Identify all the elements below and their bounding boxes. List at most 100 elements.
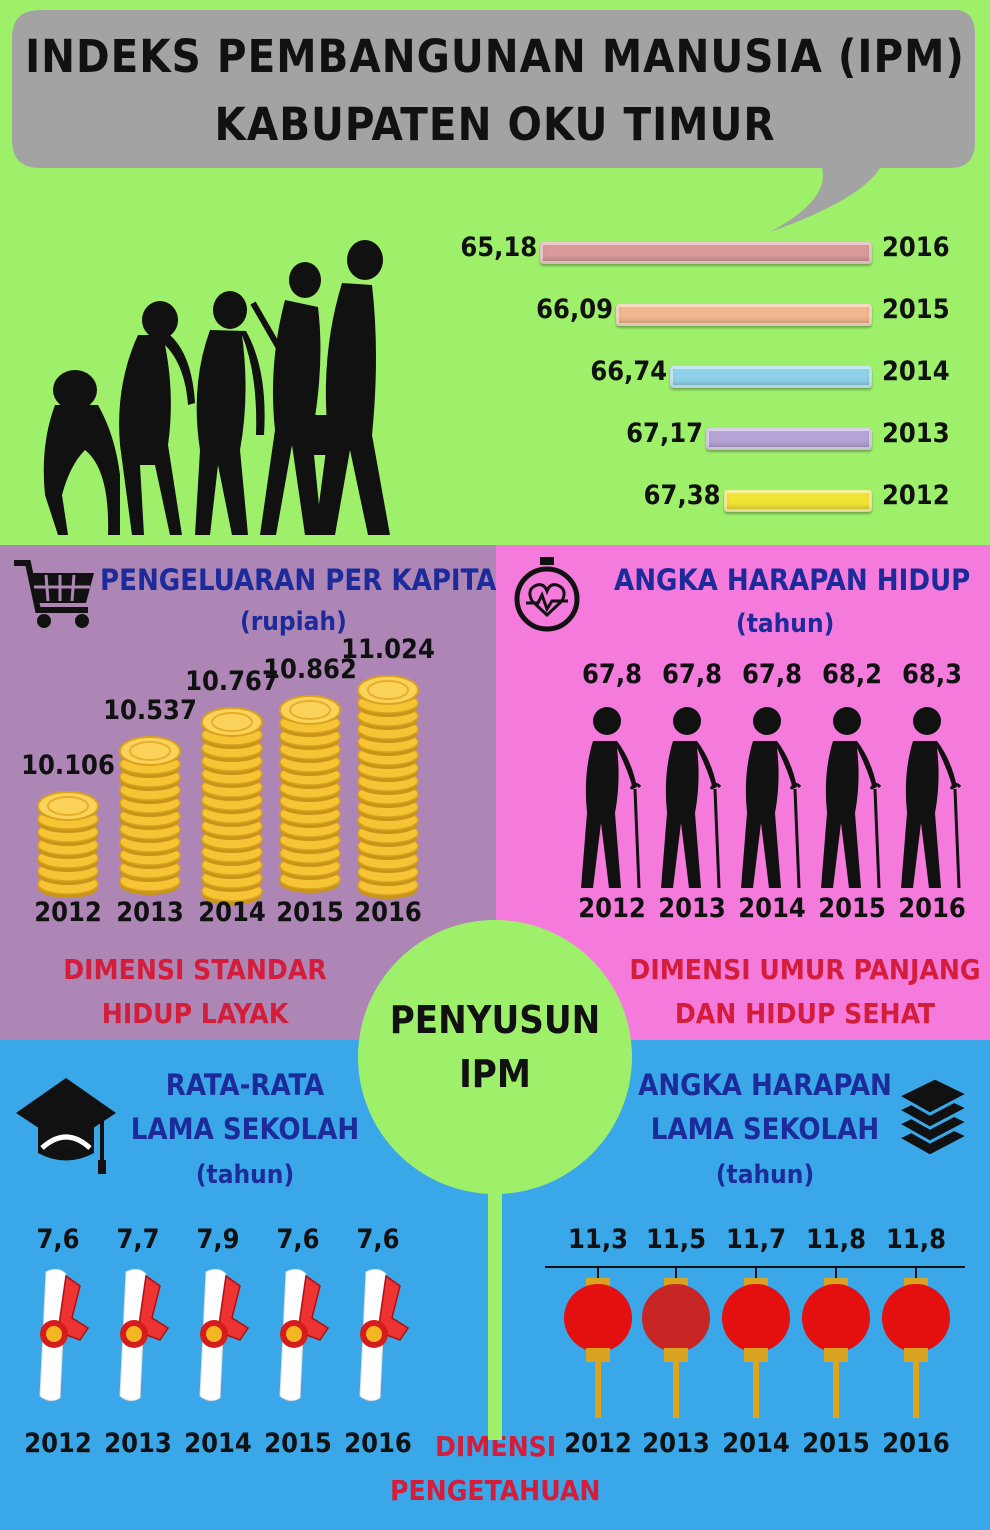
expected-school-unit: (tahun) (715, 1160, 815, 1190)
lantern-string (545, 1266, 965, 1268)
spending-year: 2014 (198, 897, 266, 928)
avg-school-value: 7,6 (356, 1224, 400, 1255)
spending-value: 10.537 (103, 695, 197, 727)
speech-bubble (12, 10, 975, 232)
ipm-bar-year: 2013 (882, 418, 950, 449)
avg-school-year: 2016 (344, 1428, 412, 1459)
ipm-bar-value: 67,38 (643, 480, 721, 511)
elderly-person-icon (661, 707, 722, 889)
ipm-bar-value: 66,09 (536, 294, 613, 325)
diploma-scroll-icon (39, 1268, 90, 1402)
life-value: 67,8 (582, 659, 642, 690)
lantern-icon (564, 1268, 632, 1418)
title-line-2: KABUPATEN OKU TIMUR (214, 98, 776, 151)
elderly-person-icon (581, 707, 642, 889)
life-title: ANGKA HARAPAN HIDUP (614, 563, 971, 597)
elderly-person-icon (901, 707, 962, 889)
spending-value: 10.106 (21, 750, 115, 782)
avg-school-year: 2012 (24, 1428, 92, 1459)
coin-stack-icon (37, 791, 99, 899)
life-year: 2016 (898, 893, 966, 924)
lantern-icon (882, 1268, 950, 1418)
ipm-bar (616, 304, 872, 326)
expected-school-year: 2014 (722, 1428, 790, 1459)
ipm-bar-value: 67,17 (626, 418, 703, 449)
expected-school-value: 11,7 (726, 1224, 786, 1255)
life-year: 2014 (738, 893, 806, 924)
spending-year: 2013 (116, 897, 184, 928)
expected-school-value: 11,8 (806, 1224, 866, 1255)
life-value: 67,8 (742, 659, 802, 690)
spending-year: 2012 (34, 897, 102, 928)
center-line-2: IPM (459, 1052, 531, 1096)
life-value: 68,3 (902, 659, 962, 690)
expected-school-value: 11,5 (646, 1224, 706, 1255)
book-stack-icon (894, 1076, 972, 1158)
ipm-bar-year: 2012 (882, 480, 950, 511)
spending-value: 10.862 (263, 654, 357, 686)
elderly-person-icon (821, 707, 882, 889)
avg-school-year: 2015 (264, 1428, 332, 1459)
spending-year: 2016 (354, 897, 422, 928)
diploma-scroll-icon (359, 1268, 410, 1402)
expected-school-year: 2012 (564, 1428, 632, 1459)
avg-school-year: 2013 (104, 1428, 172, 1459)
expected-school-year: 2016 (882, 1428, 950, 1459)
ipm-bar (670, 366, 872, 388)
avg-school-unit: (tahun) (195, 1160, 295, 1190)
ipm-bar-year: 2016 (882, 232, 950, 263)
heart-stopwatch-icon (514, 557, 580, 632)
expected-school-value: 11,3 (568, 1224, 628, 1255)
ipm-header-panel: INDEKS PEMBANGUNAN MANUSIA (IPM) KABUPAT… (0, 0, 990, 545)
center-line-1: PENYUSUN (389, 998, 601, 1042)
spending-value: 10.767 (185, 666, 279, 698)
life-value: 67,8 (662, 659, 722, 690)
diploma-scroll-icon (199, 1268, 250, 1402)
ipm-bar (540, 242, 872, 264)
spending-title: PENGELUARAN PER KAPITA (100, 563, 497, 597)
ipm-bar-value: 66,74 (590, 356, 668, 387)
expected-school-title-2: LAMA SEKOLAH (650, 1112, 880, 1146)
life-year: 2015 (818, 893, 886, 924)
spending-year: 2015 (276, 897, 344, 928)
ipm-bar (706, 428, 872, 450)
coin-stack-icon (119, 736, 181, 896)
coin-stack-icon (279, 695, 341, 894)
expected-school-year: 2015 (802, 1428, 870, 1459)
diploma-scroll-icon (279, 1268, 330, 1402)
center-stem (488, 1150, 502, 1440)
ipm-bar-year: 2015 (882, 294, 950, 325)
ipm-bar-value: 65,18 (460, 232, 538, 263)
dimension-standard-line1: DIMENSI STANDAR (63, 953, 327, 986)
life-year: 2013 (658, 893, 726, 924)
lantern-icon (802, 1268, 870, 1418)
avg-school-value: 7,9 (196, 1224, 240, 1255)
dimension-umur-line2: DAN HIDUP SEHAT (674, 997, 936, 1030)
elderly-person-icon (741, 707, 802, 889)
avg-school-value: 7,7 (116, 1224, 160, 1255)
expected-school-value: 11,8 (886, 1224, 946, 1255)
lantern-icon (722, 1268, 790, 1418)
dimension-standard-line2: HIDUP LAYAK (101, 997, 289, 1030)
avg-school-title-1: RATA-RATA (165, 1068, 325, 1102)
life-value: 68,2 (822, 659, 882, 690)
avg-school-year: 2014 (184, 1428, 252, 1459)
spending-panel: PENGELUARAN PER KAPITA (rupiah) 10.106 20… (0, 545, 496, 1040)
human-evolution-icon (43, 240, 390, 535)
coin-stack-icon (357, 674, 419, 899)
expected-school-year: 2013 (642, 1428, 710, 1459)
graduation-cap-icon (16, 1078, 116, 1174)
shopping-cart-icon (14, 560, 94, 628)
coin-stack-icon (201, 707, 263, 906)
ipm-bar-year: 2014 (882, 356, 950, 387)
spending-value: 11.024 (341, 633, 435, 665)
avg-school-title-2: LAMA SEKOLAH (130, 1112, 360, 1146)
diploma-scroll-icon (119, 1268, 170, 1402)
ipm-bar (723, 490, 872, 512)
dimension-umur-line1: DIMENSI UMUR PANJANG (629, 953, 981, 986)
life-year: 2012 (578, 893, 646, 924)
avg-school-value: 7,6 (276, 1224, 320, 1255)
life-unit: (tahun) (736, 609, 835, 639)
avg-school-value: 7,6 (36, 1224, 80, 1255)
